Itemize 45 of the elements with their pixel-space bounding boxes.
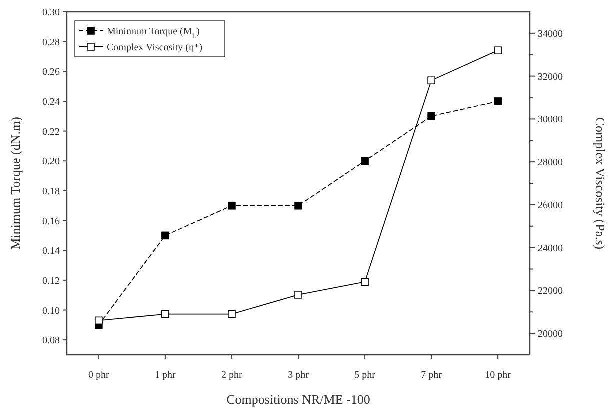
point <box>361 157 369 166</box>
legend-label: Complex Viscosity (η*) <box>107 42 203 54</box>
point <box>162 310 170 318</box>
point <box>494 98 502 106</box>
y2-axis-title: Complex Viscosity (Pa.s) <box>593 117 608 250</box>
y2-tick-label: 20000 <box>538 329 563 340</box>
y-tick-label: 0.26 <box>42 67 60 78</box>
y-tick-label: 0.10 <box>42 306 60 317</box>
y2-tick-label: 34000 <box>538 28 563 40</box>
y-tick-label: 0.08 <box>42 336 60 347</box>
x-tick-label: 0 phr <box>88 370 110 381</box>
point <box>428 76 436 84</box>
point <box>228 310 236 318</box>
y2-tick-label: 22000 <box>538 286 563 298</box>
y2-tick-label: 28000 <box>538 158 563 169</box>
point <box>228 202 236 210</box>
point <box>294 291 302 299</box>
y-tick-label: 0.22 <box>42 126 60 138</box>
y2-tick-label: 26000 <box>538 200 563 212</box>
y-tick-label: 0.16 <box>42 216 60 228</box>
x-tick-label: 1 phr <box>155 370 177 381</box>
point <box>361 278 369 286</box>
y-tick-label: 0.14 <box>42 246 60 258</box>
x-tick-label: 3 phr <box>288 370 310 381</box>
y-tick-label: 0.24 <box>42 96 60 108</box>
y-tick-label: 0.28 <box>42 37 60 48</box>
y2-tick-label: 32000 <box>538 72 563 83</box>
point <box>428 112 436 120</box>
y-tick-label: 0.20 <box>42 156 60 168</box>
y2-tick-label: 24000 <box>538 243 563 254</box>
y-tick-label: 0.12 <box>42 276 60 287</box>
x-axis-title: Compositions NR/ME -100 <box>226 392 370 407</box>
legend-label: Minimum Torque (M$_{L}$) <box>107 26 200 40</box>
x-tick-label: 7 phr <box>421 370 443 381</box>
point <box>95 316 103 325</box>
point <box>494 46 502 54</box>
y-axis-title: Minimum Torque (dN.m) <box>8 117 23 250</box>
point <box>294 202 302 210</box>
y-tick-label: 0.18 <box>42 186 60 198</box>
y2-tick-label: 30000 <box>538 114 563 126</box>
y-tick-label: 0.30 <box>42 8 60 18</box>
point <box>162 232 170 240</box>
x-tick-label: 10 phr <box>485 370 512 381</box>
x-tick-label: 5 phr <box>354 370 376 381</box>
x-tick-label: 2 phr <box>222 370 244 381</box>
